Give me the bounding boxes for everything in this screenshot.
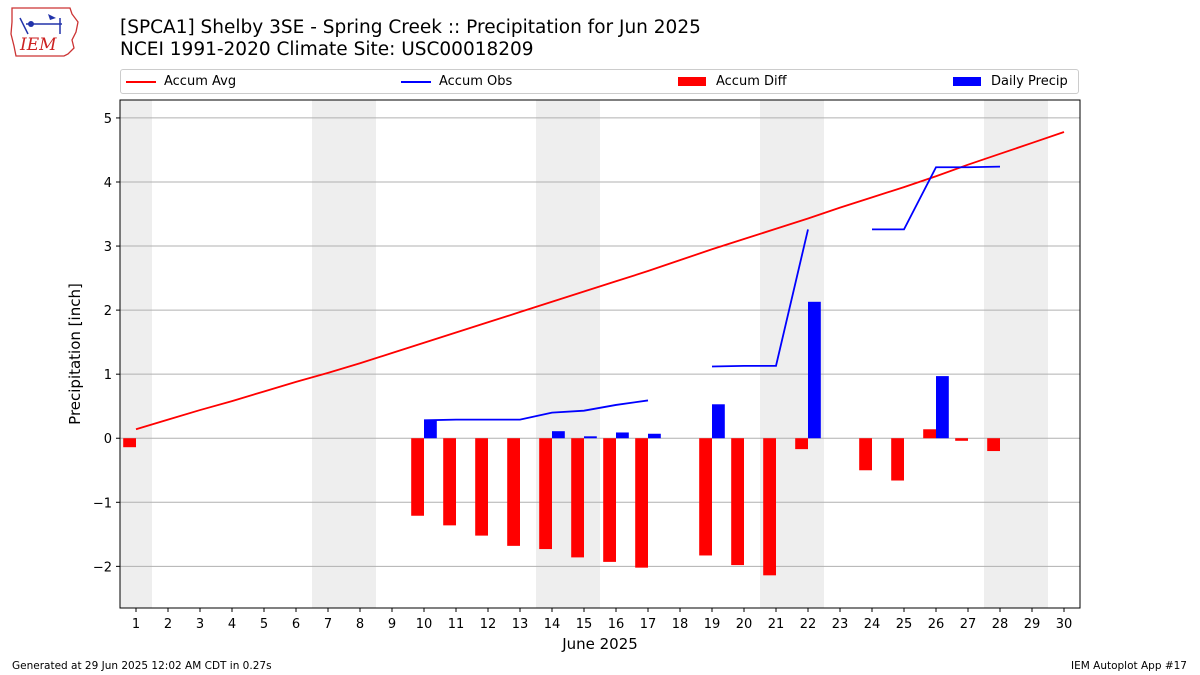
x-tick-label: 21 [768,617,785,632]
legend-swatch [678,77,706,86]
accum-diff-bar [891,438,904,481]
x-tick-label: 29 [1024,617,1041,632]
iowa-map-icon [10,7,79,57]
accum-avg-line [135,131,1065,431]
legend: Accum Avg Accum Obs Accum Diff Daily Pre… [120,69,1079,94]
legend-item-accum-avg: Accum Avg [126,70,236,93]
x-tick-label: 19 [704,617,721,632]
x-tick-label: 2 [164,617,172,632]
accum-diff-bar [987,438,1000,452]
daily-precip-bar [648,433,661,439]
x-tick-label: 28 [992,617,1009,632]
chart-title-line1: [SPCA1] Shelby 3SE - Spring Creek :: Pre… [120,17,701,38]
daily-precip-bar [584,436,597,439]
accum-diff-bar [443,438,456,526]
daily-precip-bar [936,376,949,439]
accum-diff-bar [955,438,968,441]
legend-item-accum-obs: Accum Obs [401,70,512,93]
chart-title: [SPCA1] Shelby 3SE - Spring Creek :: Pre… [120,17,701,61]
y-tick-label: 1 [104,368,112,383]
weekend-band [984,100,1048,608]
x-tick-label: 25 [896,617,913,632]
y-tick-label: 2 [104,304,112,319]
x-tick-label: 23 [832,617,849,632]
x-tick-label: 5 [260,617,268,632]
accum-diff-bar [763,438,776,576]
daily-precip-bar [616,432,629,439]
legend-label: Accum Diff [716,74,787,89]
chart-title-line2: NCEI 1991-2020 Climate Site: USC00018209 [120,39,534,60]
x-tick-label: 12 [480,617,497,632]
x-tick-label: 26 [928,617,945,632]
logo-text: IEM [20,35,57,55]
accum-diff-bar [795,438,808,450]
accum-diff-bar [635,438,648,568]
x-tick-label: 22 [800,617,817,632]
accum-diff-bar [475,438,488,536]
plot-area-frame [119,99,1081,609]
x-tick-label: 6 [292,617,300,632]
accum-diff-bar [571,438,584,558]
accum-diff-bar [859,438,872,471]
legend-label: Accum Avg [164,74,237,89]
x-tick-label: 13 [512,617,529,632]
legend-swatch [401,80,431,83]
weekend-band [120,100,152,608]
accum-diff-bar [539,438,552,550]
legend-item-accum-diff: Accum Diff [678,70,787,93]
legend-swatch [126,80,156,83]
weekend-band [312,100,376,608]
accum-diff-bar [123,438,136,448]
x-axis-label: June 2025 [561,635,638,653]
x-tick-label: 20 [736,617,753,632]
accum-diff-bar [603,438,616,562]
daily-precip-bar [808,301,821,439]
y-tick-label: 5 [104,112,112,127]
x-tick-label: 16 [608,617,625,632]
y-tick-label: −1 [93,496,112,511]
x-tick-label: 9 [388,617,396,632]
daily-precip-bar [552,431,565,439]
x-tick-label: 4 [228,617,236,632]
x-tick-label: 7 [324,617,332,632]
accum-diff-bar [923,429,936,439]
x-tick-label: 3 [196,617,204,632]
y-tick-label: 4 [104,176,112,191]
iem-logo: IEM [6,4,82,60]
legend-label: Accum Obs [439,74,513,89]
x-tick-label: 10 [416,617,433,632]
x-tick-label: 11 [448,617,465,632]
accum-obs-line [872,165,1001,231]
legend-swatch [953,77,981,86]
x-tick-label: 30 [1056,617,1073,632]
x-tick-label: 17 [640,617,657,632]
y-tick-label: 0 [104,432,112,447]
x-tick-label: 27 [960,617,977,632]
x-tick-label: 24 [864,617,881,632]
x-tick-label: 18 [672,617,689,632]
x-tick-label: 1 [132,617,140,632]
legend-label: Daily Precip [991,74,1068,89]
accum-obs-line [423,399,649,422]
y-axis-label: Precipitation [inch] [66,283,84,425]
y-tick-label: 3 [104,240,112,255]
x-tick-label: 15 [576,617,593,632]
x-tick-label: 8 [356,617,364,632]
accum-diff-bar [731,438,744,566]
app-id: IEM Autoplot App #17 [1071,660,1187,672]
accum-diff-bar [507,438,520,546]
daily-precip-bar [712,404,725,439]
accum-diff-bar [699,438,712,556]
x-tick-label: 14 [544,617,561,632]
accum-obs-line [711,229,809,368]
legend-item-daily-precip: Daily Precip [953,70,1068,93]
y-tick-label: −2 [93,560,112,575]
daily-precip-bar [424,420,437,439]
accum-diff-bar [411,438,424,516]
generated-timestamp: Generated at 29 Jun 2025 12:02 AM CDT in… [12,660,272,672]
